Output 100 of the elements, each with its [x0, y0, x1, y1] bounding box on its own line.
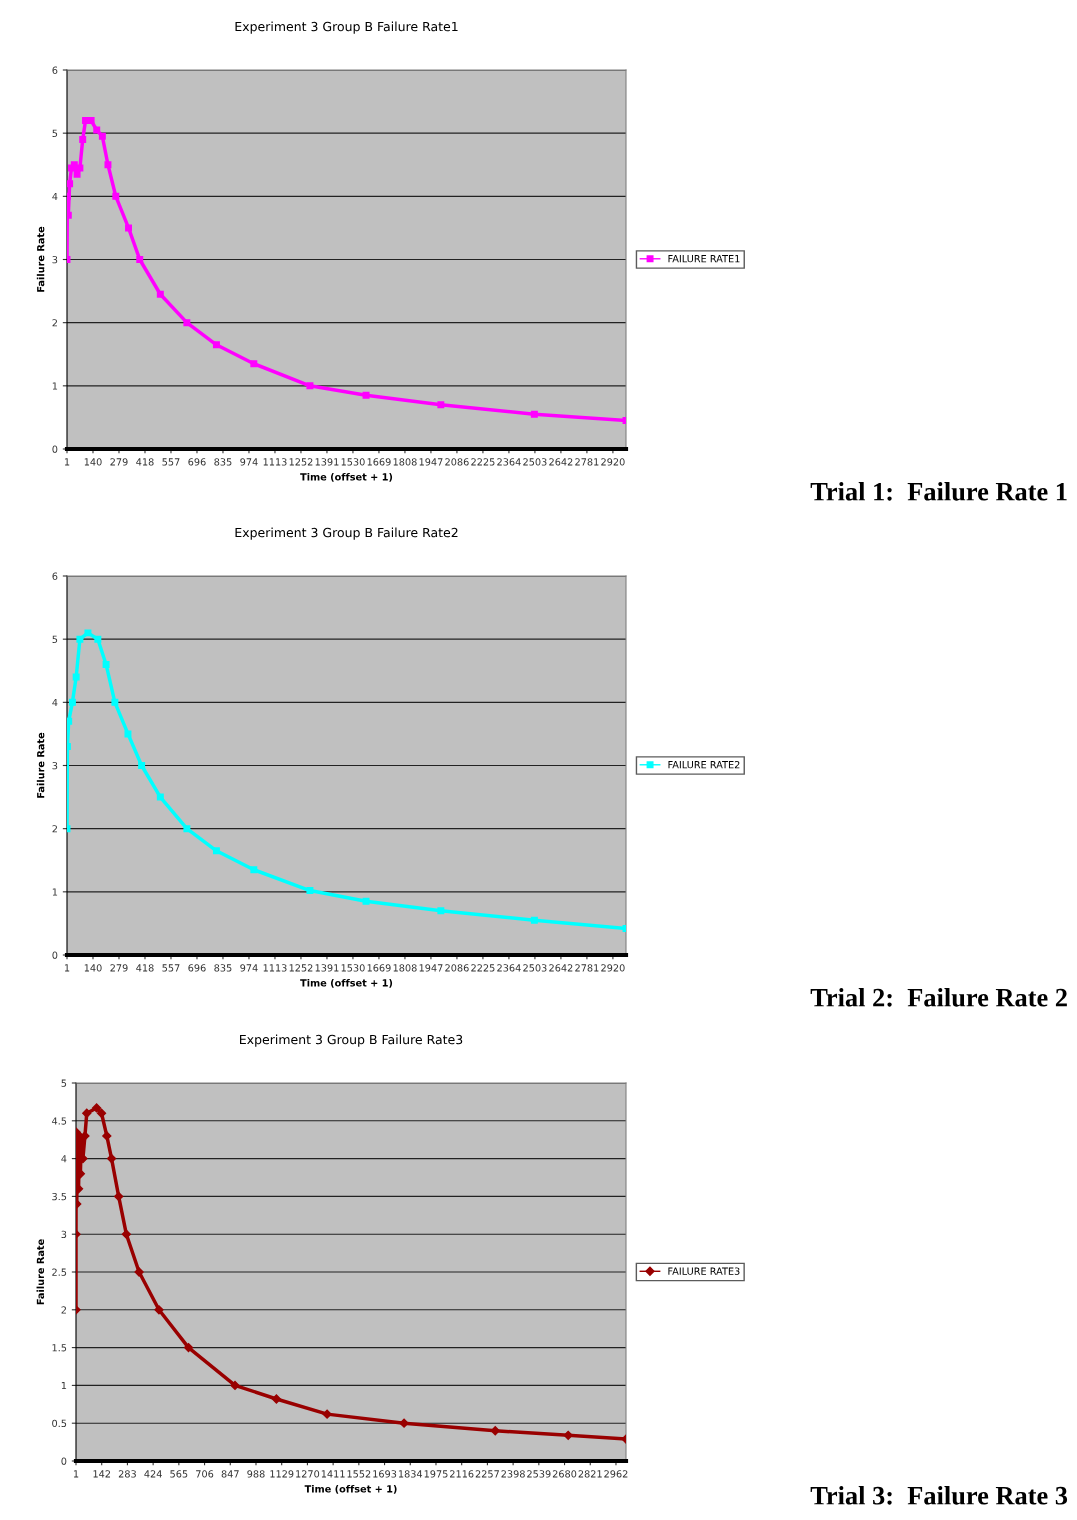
x-tick-label: 2642 — [549, 964, 573, 972]
y-tick-label: 6 — [52, 66, 58, 74]
point — [121, 1229, 131, 1239]
x-axis-title: Time (offset + 1) — [300, 472, 393, 482]
point — [91, 1103, 102, 1113]
legend-label: FAILURE RATE1 — [668, 255, 740, 263]
x-tick-label: 974 — [240, 458, 258, 466]
x-tick-label: 1411 — [321, 1470, 345, 1478]
y-tick-label: 3 — [52, 761, 58, 770]
y-tick-label: 1 — [52, 382, 58, 390]
x-tick-label: 696 — [188, 458, 206, 466]
x-tick-label: 2225 — [471, 458, 495, 466]
y-tick-label: 3 — [61, 1230, 67, 1239]
y-tick-label: 6 — [52, 572, 58, 580]
x-tick-label: 424 — [144, 1470, 162, 1478]
x-tick-label: 2398 — [501, 1470, 525, 1478]
point — [84, 629, 92, 637]
point — [112, 192, 120, 200]
point — [93, 126, 101, 134]
y-tick-label: 0.5 — [52, 1419, 67, 1428]
x-tick-label: 1113 — [263, 964, 287, 972]
y-tick-label: 4 — [52, 698, 58, 707]
point — [82, 1108, 92, 1118]
y-tick-label: 1 — [52, 888, 58, 896]
point — [490, 1426, 500, 1436]
x-tick-label: 557 — [162, 964, 180, 972]
y-tick-label: 2 — [61, 1306, 66, 1314]
x-tick-label: 2364 — [497, 964, 521, 972]
x-tick-label: 2680 — [552, 1470, 577, 1478]
point — [76, 635, 84, 643]
point — [399, 1418, 409, 1428]
text: Trial 3: Failure Rate 3 — [810, 1486, 1068, 1505]
x-tick-label: 2503 — [523, 458, 547, 466]
point — [124, 730, 132, 738]
y-axis-title: Failure Rate — [36, 1239, 45, 1305]
x-tick-label: 2086 — [445, 964, 469, 972]
y-tick-label: 5 — [61, 1079, 67, 1087]
point — [102, 1131, 112, 1141]
x-tick-label: 418 — [136, 964, 154, 972]
y-tick-label: 1.5 — [52, 1344, 67, 1352]
x-tick-label: 1552 — [347, 1470, 371, 1478]
x-tick-label: 1693 — [373, 1470, 397, 1478]
point — [111, 698, 119, 706]
point — [271, 1394, 282, 1404]
point — [322, 1409, 332, 1419]
x-tick-label: 1947 — [419, 964, 443, 972]
x-tick-label: 2503 — [523, 964, 547, 972]
x-tick-label: 565 — [170, 1470, 188, 1478]
x-tick-label: 2539 — [527, 1470, 551, 1478]
x-tick-label: 696 — [188, 964, 206, 972]
point — [154, 1305, 164, 1315]
x-axis-title: Time (offset + 1) — [304, 1484, 397, 1494]
point — [114, 1191, 124, 1202]
point — [156, 793, 164, 801]
x-tick-label: 2642 — [549, 458, 573, 466]
point — [250, 866, 258, 874]
x-tick-label: 1834 — [398, 1470, 423, 1478]
x-tick-label: 2116 — [450, 1470, 474, 1478]
x-tick-label: 418 — [136, 458, 154, 466]
point — [98, 132, 106, 140]
x-tick-label: 2920 — [601, 964, 625, 972]
x-tick-label: 1975 — [424, 1470, 448, 1478]
point — [183, 319, 191, 327]
chart-title: Experiment 3 Group B Failure Rate3 — [240, 1034, 463, 1047]
x-tick-label: 1270 — [296, 1470, 320, 1478]
x-tick-label: 1669 — [367, 458, 391, 466]
y-tick-label: 0 — [52, 951, 58, 959]
x-tick-label: 2962 — [604, 1470, 628, 1478]
x-tick-label: 1 — [73, 1470, 79, 1478]
y-tick-label: 0 — [52, 445, 58, 453]
point — [362, 897, 370, 905]
x-axis-title: Time (offset + 1) — [300, 978, 393, 988]
x-tick-label: 835 — [214, 964, 232, 972]
y-tick-label: 2 — [52, 825, 57, 833]
x-tick-label: 2225 — [471, 964, 495, 972]
point — [76, 164, 84, 172]
point — [79, 136, 87, 143]
point — [183, 1342, 194, 1353]
point — [563, 1430, 573, 1440]
y-tick-label: 0 — [61, 1457, 67, 1465]
point — [134, 1267, 144, 1277]
x-tick-label: 2364 — [497, 458, 521, 466]
point — [138, 762, 146, 769]
y-tick-label: 2 — [52, 319, 57, 327]
x-tick-label: 1947 — [419, 458, 443, 466]
point — [530, 410, 538, 418]
x-tick-label: 1530 — [341, 964, 365, 972]
point — [212, 847, 220, 855]
text: Trial 2: Failure Rate 2 — [810, 988, 1067, 1007]
x-tick-label: 1252 — [289, 964, 313, 972]
point — [362, 391, 370, 399]
x-tick-label: 974 — [240, 964, 258, 972]
point — [94, 635, 102, 643]
y-tick-label: 1 — [61, 1382, 67, 1390]
x-tick-label: 140 — [84, 964, 102, 972]
x-tick-label: 1530 — [341, 458, 365, 466]
x-tick-label: 140 — [84, 458, 102, 466]
point — [67, 180, 74, 188]
x-tick-label: 1252 — [289, 458, 313, 466]
x-tick-label: 835 — [214, 458, 232, 466]
